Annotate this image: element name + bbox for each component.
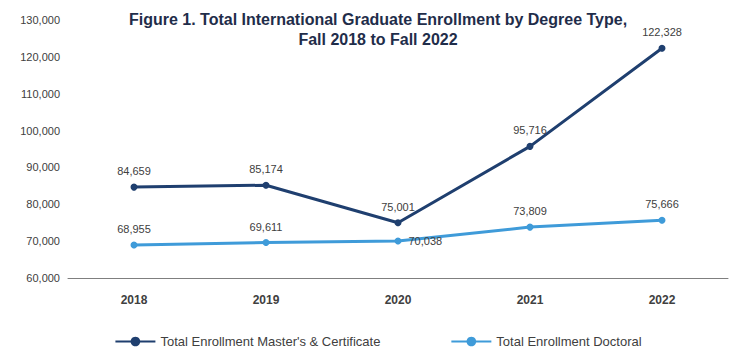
svg-text:68,955: 68,955 [117,223,151,235]
svg-text:70,038: 70,038 [409,235,443,247]
svg-text:110,000: 110,000 [21,88,60,100]
svg-text:2020: 2020 [385,293,412,307]
svg-text:95,716: 95,716 [513,124,547,136]
svg-text:60,000: 60,000 [26,272,60,284]
svg-text:120,000: 120,000 [20,51,60,63]
svg-text:Total Enrollment Doctoral: Total Enrollment Doctoral [496,334,641,349]
svg-text:75,001: 75,001 [381,201,415,213]
svg-text:70,000: 70,000 [26,235,60,247]
svg-text:2022: 2022 [649,293,676,307]
svg-text:69,611: 69,611 [250,221,283,233]
svg-text:2019: 2019 [253,293,280,307]
svg-text:Figure 1. Total International: Figure 1. Total International Graduate E… [129,11,627,28]
svg-text:73,809: 73,809 [513,205,547,217]
svg-text:122,328: 122,328 [642,26,682,38]
svg-text:130,000: 130,000 [20,14,60,26]
svg-text:84,659: 84,659 [117,165,151,177]
svg-text:80,000: 80,000 [26,198,60,210]
svg-text:90,000: 90,000 [26,161,60,173]
svg-text:Total Enrollment Master's & Ce: Total Enrollment Master's & Certificate [160,334,380,349]
svg-text:2021: 2021 [517,293,544,307]
svg-text:Fall 2018 to Fall 2022: Fall 2018 to Fall 2022 [298,31,457,48]
svg-text:85,174: 85,174 [249,163,283,175]
svg-text:100,000: 100,000 [20,125,60,137]
svg-text:2018: 2018 [121,293,148,307]
svg-text:75,666: 75,666 [645,198,679,210]
